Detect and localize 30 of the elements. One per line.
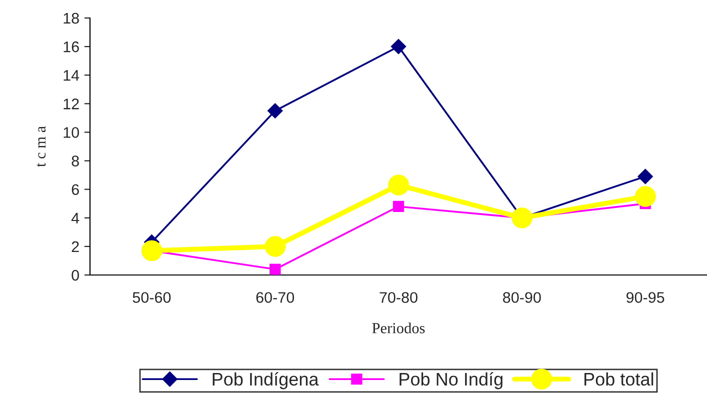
- legend-label: Pob No Indíg: [400, 372, 502, 390]
- x-tick-label: 90-95: [626, 292, 664, 303]
- y-tick-label: 6: [72, 184, 79, 196]
- y-tick-label: 18: [64, 12, 79, 24]
- point: [511, 207, 532, 228]
- point: [392, 200, 404, 212]
- x-tick-label: 80-90: [503, 292, 541, 303]
- legend-label: Pob total: [584, 372, 654, 386]
- y-tick-label: 14: [64, 70, 80, 81]
- point: [264, 236, 286, 257]
- point: [141, 240, 162, 262]
- point: [638, 168, 653, 184]
- x-tick-label: 60-70: [256, 292, 294, 303]
- y-tick-label: 2: [72, 241, 79, 252]
- point: [390, 38, 406, 54]
- point: [388, 174, 409, 196]
- x-tick-label: 70-80: [380, 292, 418, 303]
- y-tick-label: 10: [64, 127, 79, 138]
- point: [270, 264, 281, 275]
- y-tick-label: 4: [71, 212, 80, 224]
- legend-label: Pob Indígena: [212, 372, 319, 390]
- x-axis-title: Periodos: [372, 322, 425, 334]
- y-tick-label: 16: [64, 41, 79, 52]
- y-tick-label: 12: [64, 98, 79, 110]
- y-axis-title: t c m a: [36, 126, 46, 167]
- y-tick-label: 8: [72, 156, 79, 166]
- point: [268, 103, 283, 118]
- point: [634, 186, 656, 207]
- y-tick-label: 0: [72, 270, 79, 281]
- x-tick-label: 50-60: [132, 292, 171, 303]
